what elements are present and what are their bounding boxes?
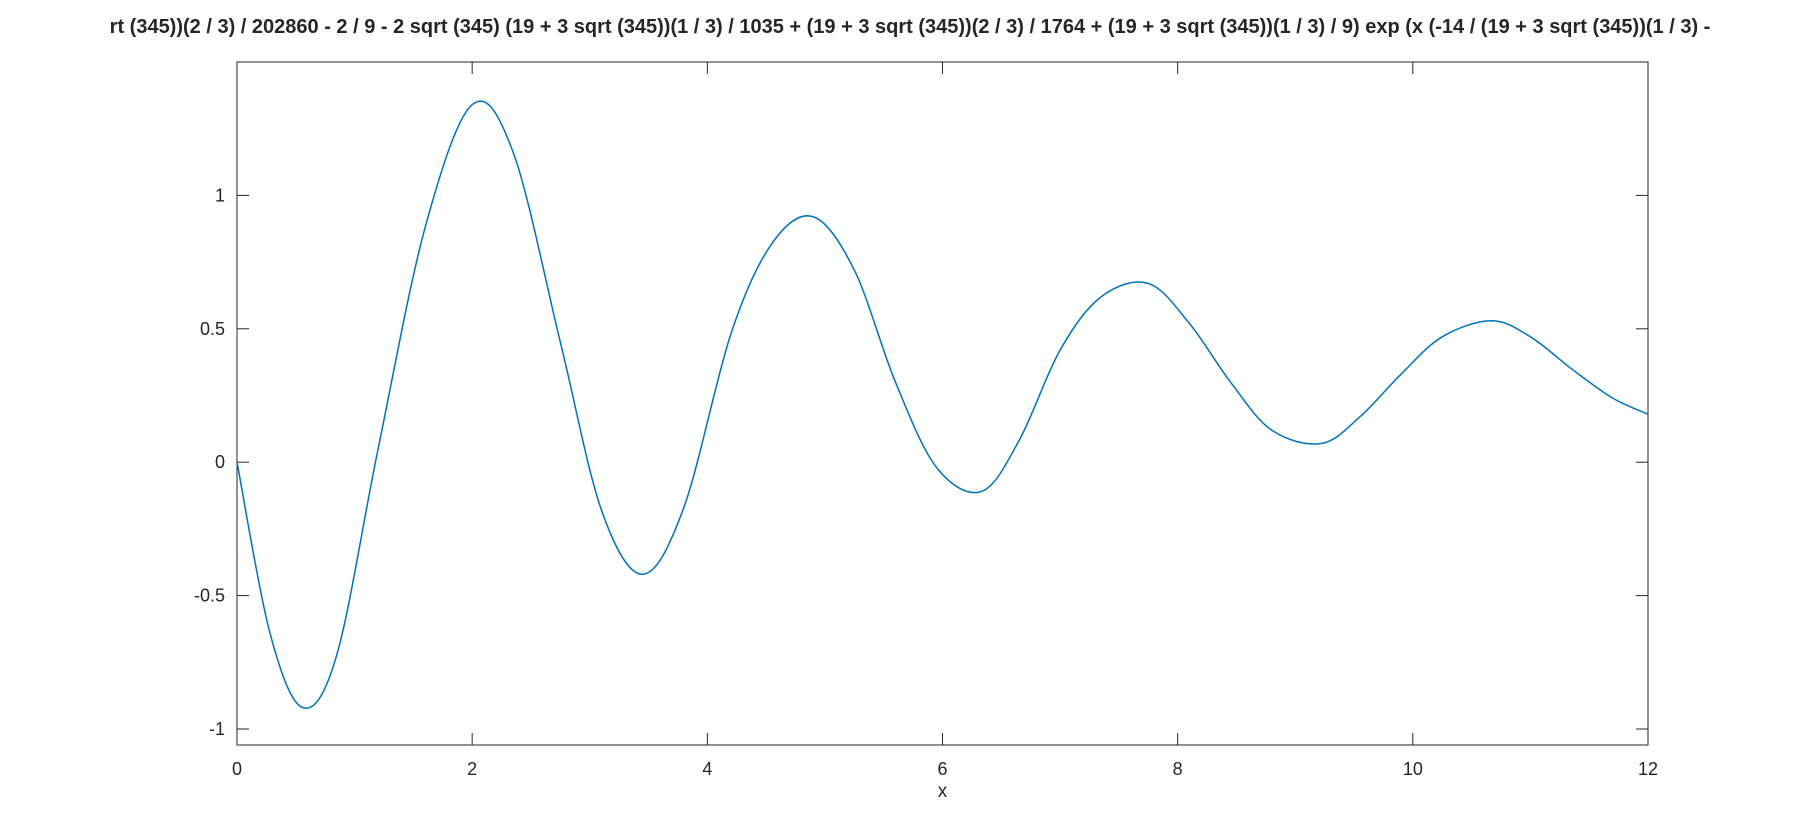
series-line <box>236 100 1649 709</box>
x-tick-label: 6 <box>937 759 947 779</box>
x-tick-label: 4 <box>702 759 712 779</box>
y-tick-label: 0.5 <box>200 319 225 339</box>
x-tick-label: 12 <box>1638 759 1658 779</box>
x-tick-label: 2 <box>467 759 477 779</box>
x-axis-label: x <box>938 781 948 802</box>
x-tick-label: 10 <box>1403 759 1423 779</box>
plot-area-frame <box>236 61 1649 746</box>
axis-tick-labels: 0 2 4 6 8 10 12 -1 -0.5 0 0.5 1 <box>194 185 1658 779</box>
y-tick-label: -1 <box>209 719 225 739</box>
axis-ticks <box>236 62 1649 745</box>
y-tick-label: 0 <box>215 452 225 472</box>
y-tick-label: 1 <box>215 185 225 205</box>
chart-title: rt (345))(2 / 3) / 202860 - 2 / 9 - 2 sq… <box>110 16 1711 38</box>
x-tick-label: 8 <box>1173 759 1183 779</box>
y-tick-label: -0.5 <box>194 586 225 606</box>
x-tick-label: 0 <box>232 759 242 779</box>
